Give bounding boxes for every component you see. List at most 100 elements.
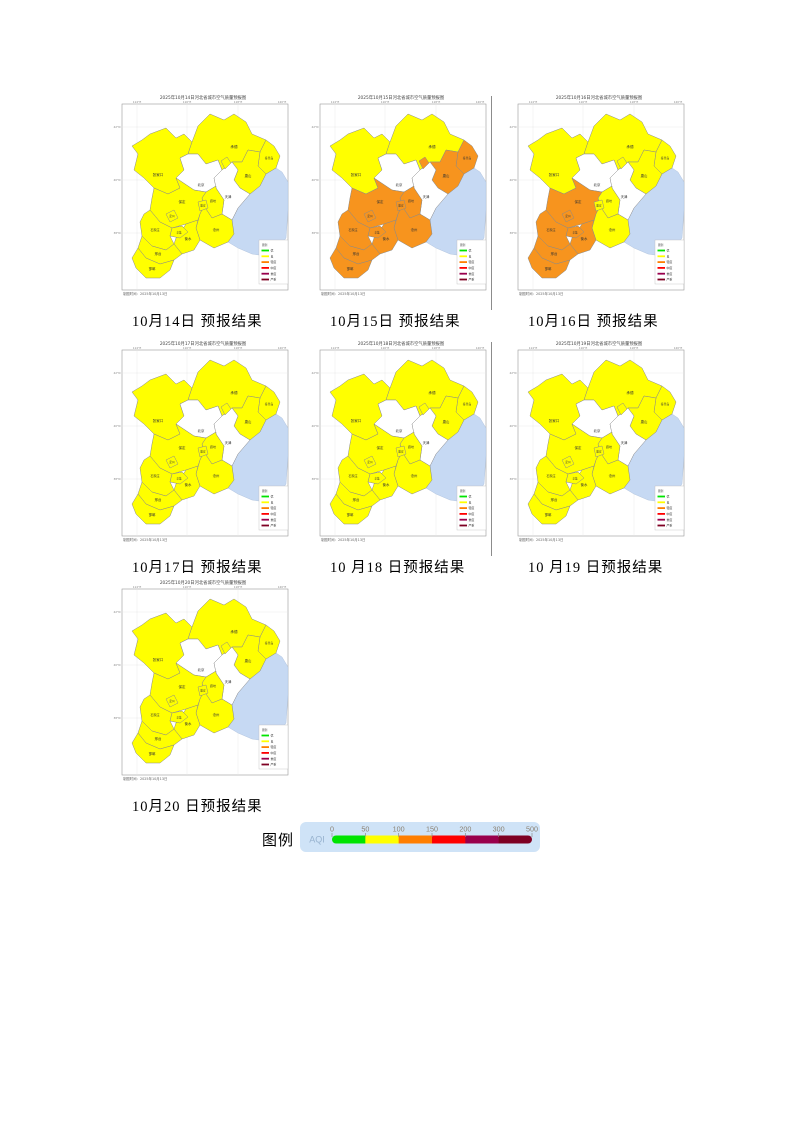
region-label-xingtai: 邢台 xyxy=(551,251,558,256)
region-label-xingtai: 邢台 xyxy=(155,251,162,256)
region-label-handan: 邯郸 xyxy=(149,512,156,517)
region-label-xinji: 辛集 xyxy=(374,231,380,235)
region-langfang_exclave xyxy=(418,156,430,170)
region-xinji xyxy=(367,225,387,239)
region-label-xingtai: 邢台 xyxy=(353,497,360,502)
region-dingzhou xyxy=(165,209,179,223)
svg-text:轻度: 轻度 xyxy=(271,744,277,749)
region-label-baoding: 保定 xyxy=(377,445,384,450)
region-label-xinji: 辛集 xyxy=(572,477,578,481)
region-handan xyxy=(329,493,373,525)
svg-text:图例: 图例 xyxy=(460,243,466,247)
region-label-tianjin: 天津 xyxy=(225,440,232,445)
aqi-segment xyxy=(432,835,466,844)
axis-tick-label: 118°E xyxy=(630,346,639,350)
region-label-langfang: 廊坊 xyxy=(408,198,414,203)
axis-tick-label: 116°E xyxy=(381,100,390,104)
forecast-map-svg: 2025年10月19日河北省城市空气质量预报图 114°E 116°E 118°E 12… xyxy=(509,340,685,542)
region-label-tangshan: 唐山 xyxy=(641,419,648,424)
axis-tick-label: 118°E xyxy=(234,100,243,104)
region-label-shijiazhuang: 石家庄 xyxy=(150,473,159,478)
aqi-segment xyxy=(498,835,533,844)
region-label-qinhuangdao: 秦皇岛 xyxy=(265,641,274,645)
svg-text:轻度: 轻度 xyxy=(667,259,673,264)
region-dingzhou xyxy=(561,209,575,223)
region-label-chengde: 承德 xyxy=(428,144,436,149)
region-label-qinhuangdao: 秦皇岛 xyxy=(463,156,472,160)
region-label-baoding: 保定 xyxy=(179,199,186,204)
svg-text:严重: 严重 xyxy=(667,277,673,282)
region-langfang_exclave xyxy=(220,156,232,170)
region-label-beijing: 北京 xyxy=(198,667,205,672)
map-caption: 10月16日 预报结果 xyxy=(528,314,659,330)
region-handan xyxy=(131,247,175,279)
axis-tick-label: 40°N xyxy=(113,663,120,667)
axis-tick-label: 40°N xyxy=(311,424,318,428)
region-xinji xyxy=(169,225,189,239)
region-label-shijiazhuang: 石家庄 xyxy=(348,473,357,478)
axis-tick-label: 120°E xyxy=(278,346,287,350)
svg-text:重度: 重度 xyxy=(271,517,277,522)
svg-text:中度: 中度 xyxy=(271,750,277,755)
region-label-beijing: 北京 xyxy=(396,428,403,433)
forecast-map-panel-oct16: 2025年10月16日河北省城市空气质量预报图 114°E 116°E 118°E 12… xyxy=(506,90,692,331)
region-label-dingzhou: 定州 xyxy=(169,214,175,218)
region-label-xiongan: 雄安 xyxy=(200,450,206,454)
axis-tick-label: 116°E xyxy=(579,346,588,350)
region-xiongan xyxy=(197,684,209,697)
region-label-shijiazhuang: 石家庄 xyxy=(150,712,159,717)
region-label-shijiazhuang: 石家庄 xyxy=(150,227,159,232)
region-label-qinhuangdao: 秦皇岛 xyxy=(265,156,274,160)
map-title: 2025年10月16日河北省城市空气质量预报图 xyxy=(556,94,642,101)
region-label-tangshan: 唐山 xyxy=(245,173,252,178)
region-xinji xyxy=(169,471,189,485)
region-label-cangzhou: 沧州 xyxy=(213,227,220,232)
map-footer: 制图时间：2025年10月13日 xyxy=(123,291,167,296)
axis-tick-label: 114°E xyxy=(331,346,340,350)
svg-text:图例: 图例 xyxy=(658,489,664,493)
forecast-map-oct15: 2025年10月15日河北省城市空气质量预报图 114°E 116°E 118°E 12… xyxy=(308,90,494,308)
region-dingzhou xyxy=(165,455,179,469)
region-label-tianjin: 天津 xyxy=(621,440,628,445)
region-label-cangzhou: 沧州 xyxy=(411,473,418,478)
region-label-cangzhou: 沧州 xyxy=(411,227,418,232)
axis-tick-label: 114°E xyxy=(133,100,142,104)
axis-tick-label: 40°N xyxy=(311,178,318,182)
region-label-tangshan: 唐山 xyxy=(443,173,450,178)
region-label-chengde: 承德 xyxy=(626,144,634,149)
region-label-tianjin: 天津 xyxy=(225,194,232,199)
forecast-map-svg: 2025年10月14日河北省城市空气质量预报图 114°E 116°E 118°E 12… xyxy=(113,94,289,296)
region-label-xinji: 辛集 xyxy=(572,231,578,235)
axis-tick-label: 42°N xyxy=(509,371,516,375)
region-label-langfang: 廊坊 xyxy=(606,444,612,449)
axis-tick-label: 116°E xyxy=(183,100,192,104)
column-divider xyxy=(491,342,492,556)
region-label-zhangjiakou: 张家口 xyxy=(351,172,362,177)
axis-tick-label: 118°E xyxy=(234,585,243,589)
region-label-xingtai: 邢台 xyxy=(155,736,162,741)
map-title: 2025年10月14日河北省城市空气质量预报图 xyxy=(160,94,246,101)
region-label-hengshui: 衡水 xyxy=(185,721,192,726)
axis-tick-label: 42°N xyxy=(113,610,120,614)
aqi-segment xyxy=(398,835,433,844)
map-footer: 制图时间：2025年10月13日 xyxy=(321,291,365,296)
aqi-tick-label: 300 xyxy=(493,825,505,834)
axis-tick-label: 38°N xyxy=(509,477,516,481)
region-label-xingtai: 邢台 xyxy=(155,497,162,502)
region-label-handan: 邯郸 xyxy=(545,512,552,517)
region-label-xiongan: 雄安 xyxy=(398,450,404,454)
forecast-map-oct14: 2025年10月14日河北省城市空气质量预报图 114°E 116°E 118°E 12… xyxy=(110,90,296,308)
region-label-xiongan: 雄安 xyxy=(596,450,602,454)
axis-tick-label: 40°N xyxy=(509,424,516,428)
region-label-shijiazhuang: 石家庄 xyxy=(546,227,555,232)
svg-text:严重: 严重 xyxy=(667,523,673,528)
region-label-tangshan: 唐山 xyxy=(245,419,252,424)
region-langfang_exclave xyxy=(220,641,232,655)
column-divider xyxy=(491,96,492,310)
region-xinji xyxy=(169,710,189,724)
region-label-qinhuangdao: 秦皇岛 xyxy=(661,402,670,406)
aqi-colorbar: AQI 0 50 100 150 200 300 500 xyxy=(300,822,541,857)
region-langfang_exclave xyxy=(220,402,232,416)
svg-text:中度: 中度 xyxy=(469,265,475,270)
